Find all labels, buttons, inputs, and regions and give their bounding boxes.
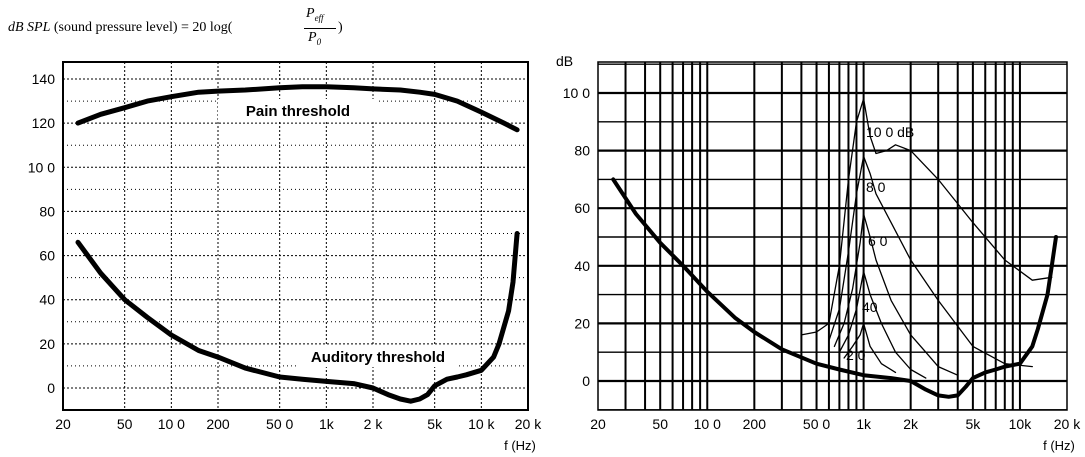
formula-close-paren: ) (338, 20, 343, 35)
x-tick-label: 50 0 (803, 416, 830, 432)
y-tick-label: 140 (32, 71, 56, 87)
y-tick-label: 0 (47, 380, 55, 396)
formula-denominator: P (308, 30, 317, 45)
x-tick-label: 200 (206, 416, 230, 432)
y-axis-label: dB (556, 53, 573, 69)
x-tick-label: 20 (590, 416, 606, 432)
curve-annotation: 10 0 dB (866, 124, 914, 140)
formula-numerator-subscript: eff (314, 12, 324, 23)
series-line (75, 84, 520, 133)
formula-numerator: P (306, 6, 315, 21)
curve-annotation: 40 (862, 299, 878, 315)
formula-denominator-subscript: 0 (316, 36, 322, 47)
series-line (833, 213, 959, 376)
y-tick-label: 40 (574, 258, 590, 274)
x-tick-label: 2k (903, 416, 919, 432)
series-line (800, 98, 1053, 336)
curve-annotation: 6 0 (868, 233, 888, 249)
x-tick-label: 50 (652, 416, 668, 432)
y-tick-label: 20 (574, 315, 590, 331)
series-line (75, 231, 520, 404)
formula-description: (sound pressure level) = 20 log( (50, 20, 233, 35)
x-tick-label: 50 0 (266, 416, 293, 432)
x-tick-label: 200 (743, 416, 767, 432)
x-axis-label: f (Hz) (1043, 438, 1075, 453)
series-line (611, 177, 1058, 399)
y-tick-label: 10 0 (563, 85, 590, 101)
formula-lhs: dB SPL (8, 20, 51, 35)
curve-annotation: 2 0 (846, 347, 866, 363)
series-line (838, 270, 927, 379)
y-tick-label: 60 (39, 248, 55, 264)
series-label: Pain threshold (246, 103, 350, 120)
x-tick-label: 10 0 (158, 416, 185, 432)
x-tick-label: 20 k (515, 416, 542, 432)
x-tick-label: 20 k (1054, 416, 1081, 432)
y-tick-label: 120 (32, 115, 56, 131)
series-label-background (298, 345, 458, 367)
x-tick-label: 50 (117, 416, 133, 432)
y-tick-label: 60 (574, 200, 590, 216)
plot-frame (62, 61, 529, 411)
x-tick-label: 5k (965, 416, 981, 432)
series-label-background (218, 99, 378, 121)
series-label: Auditory threshold (311, 349, 445, 366)
x-tick-label: 1k (319, 416, 335, 432)
y-tick-label: 80 (39, 203, 55, 219)
y-tick-label: 20 (39, 336, 55, 352)
y-tick-label: 40 (39, 292, 55, 308)
x-tick-label: 20 (55, 416, 71, 432)
x-tick-label: 10 k (468, 416, 495, 432)
x-axis-label: f (Hz) (504, 438, 536, 453)
y-tick-label: 80 (574, 143, 590, 159)
series-line (828, 155, 1033, 368)
curve-annotation: 8 0 (866, 179, 886, 195)
x-tick-label: 1k (856, 416, 872, 432)
plot-frame (597, 61, 1068, 411)
series-line (843, 322, 897, 374)
x-tick-label: 5k (427, 416, 443, 432)
x-tick-label: 10 0 (694, 416, 721, 432)
y-tick-label: 0 (582, 373, 590, 389)
formula-fraction-bar (304, 28, 336, 29)
x-tick-label: 2 k (364, 416, 384, 432)
x-tick-label: 10k (1009, 416, 1033, 432)
spl-formula: dB SPL (sound pressure level) = 20 log( … (8, 6, 368, 50)
y-tick-label: 10 0 (28, 159, 55, 175)
